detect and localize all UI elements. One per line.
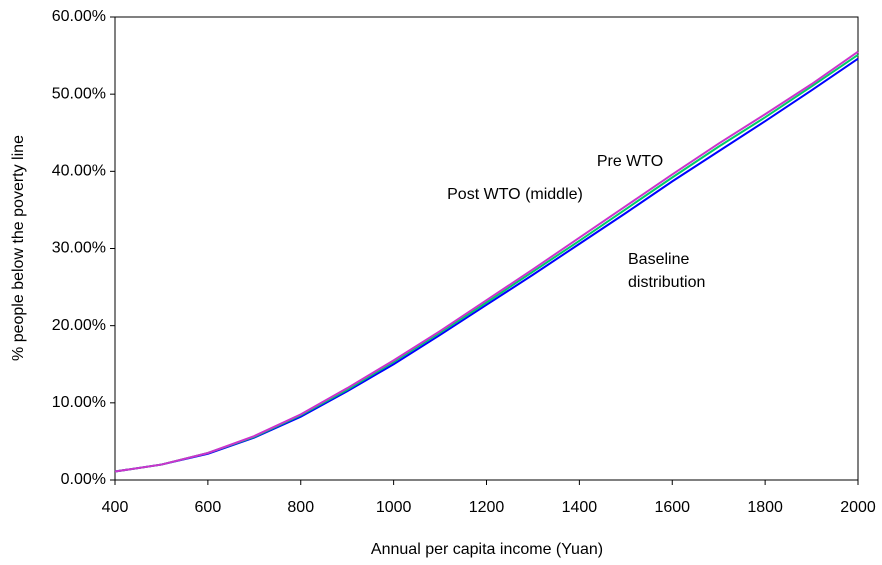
y-tick-label: 40.00%: [52, 163, 106, 180]
series-line: [114, 53, 859, 473]
x-tick-label: 600: [195, 499, 222, 516]
series-annotation-box: Baseline distribution: [628, 251, 706, 291]
x-tick-label: 1400: [562, 499, 598, 516]
y-axis-label: % people below the poverty line: [10, 135, 27, 361]
series-annotation: Pre WTO: [597, 153, 663, 170]
x-axis-label: Annual per capita income (Yuan): [371, 541, 603, 558]
x-tick-label: 2000: [840, 499, 876, 516]
x-tick-label: 1600: [654, 499, 690, 516]
plot-frame: [114, 16, 859, 481]
series-line: [114, 50, 859, 473]
y-tick-label: 50.00%: [52, 85, 106, 102]
series-line: [114, 57, 859, 473]
y-tick-label: 10.00%: [52, 394, 106, 411]
y-tick-label: 0.00%: [61, 471, 106, 488]
y-tick-label: 60.00%: [52, 8, 106, 25]
series-annotation: Baseline distribution: [628, 251, 706, 291]
x-tick-label: 400: [102, 499, 129, 516]
y-tick-label: 30.00%: [52, 240, 106, 257]
x-tick-label: 800: [287, 499, 314, 516]
series-annotation: Post WTO (middle): [447, 186, 583, 203]
x-tick-label: 1000: [376, 499, 412, 516]
x-tick-label: 1800: [747, 499, 783, 516]
x-tick-label: 1200: [469, 499, 505, 516]
y-tick-label: 20.00%: [52, 317, 106, 334]
